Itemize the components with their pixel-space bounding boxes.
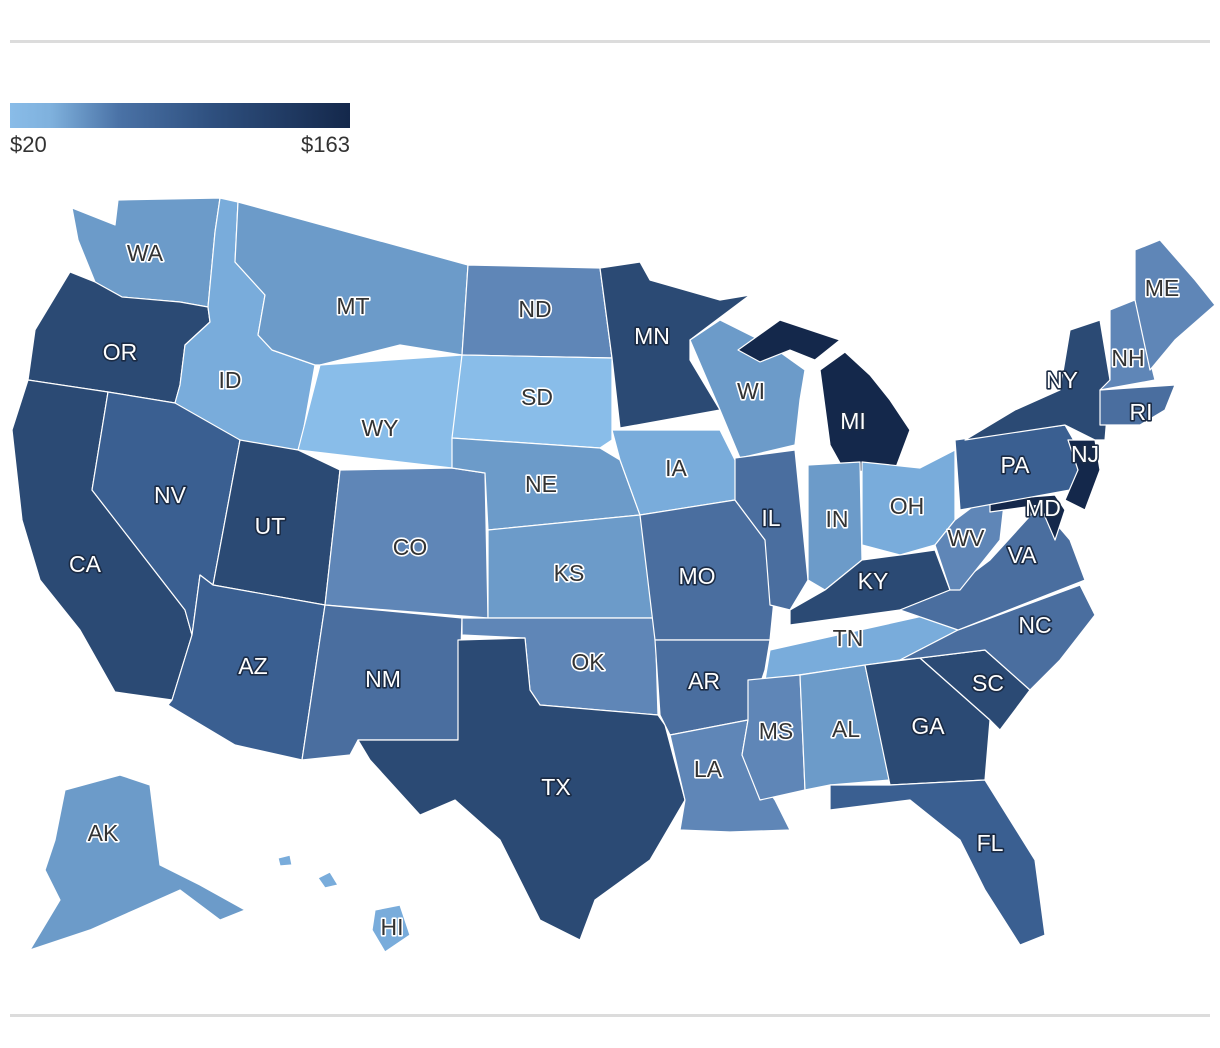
state-ny xyxy=(964,319,1111,441)
state-label-tx: TX xyxy=(541,774,570,800)
state-label-md: MD xyxy=(1025,495,1061,521)
state-label-ut: UT xyxy=(255,513,286,539)
state-label-nm: NM xyxy=(365,666,401,692)
state-label-sc: SC xyxy=(972,670,1004,696)
state-label-mi: MI xyxy=(840,408,866,434)
state-label-mn: MN xyxy=(634,323,670,349)
state-al xyxy=(799,664,891,791)
state-label-in: IN xyxy=(826,506,849,532)
state-ky xyxy=(789,549,951,626)
state-label-al: AL xyxy=(832,716,860,742)
state-label-il: IL xyxy=(761,505,780,531)
color-legend: $20 $163 xyxy=(10,103,350,158)
state-label-nh: NH xyxy=(1111,345,1144,371)
state-label-va: VA xyxy=(1008,542,1038,568)
state-label-mt: MT xyxy=(336,293,369,319)
state-wy xyxy=(297,354,463,469)
state-hi xyxy=(277,854,411,953)
state-label-ks: KS xyxy=(554,560,585,586)
legend-max-label: $163 xyxy=(301,132,350,157)
state-co xyxy=(324,467,489,619)
state-label-hi: HI xyxy=(381,914,404,940)
state-label-ia: IA xyxy=(665,455,687,481)
state-label-id: ID xyxy=(219,367,242,393)
state-label-me: ME xyxy=(1145,275,1180,301)
state-label-co: CO xyxy=(393,534,428,560)
state-fl xyxy=(829,779,1046,946)
state-label-wi: WI xyxy=(737,378,765,404)
state-nh xyxy=(1099,299,1156,391)
state-tx xyxy=(357,637,686,941)
state-il xyxy=(734,449,809,611)
state-mt xyxy=(234,201,469,366)
state-label-nj: NJ xyxy=(1071,441,1099,467)
state-label-ky: KY xyxy=(858,568,889,594)
state-label-wv: WV xyxy=(947,525,985,551)
state-label-nd: ND xyxy=(518,296,551,322)
legend-min-label: $20 xyxy=(10,132,47,157)
state-label-wa: WA xyxy=(127,240,164,266)
state-label-ga: GA xyxy=(911,713,945,739)
legend-gradient-bar xyxy=(10,103,350,128)
top-divider xyxy=(10,40,1210,43)
state-me xyxy=(1134,239,1216,371)
state-ak xyxy=(29,774,246,951)
bottom-divider xyxy=(10,1014,1210,1017)
state-sd xyxy=(451,354,613,449)
state-label-mo: MO xyxy=(678,563,715,589)
state-label-wy: WY xyxy=(361,415,398,441)
state-label-az: AZ xyxy=(238,653,267,679)
state-label-ne: NE xyxy=(525,471,557,497)
state-nc xyxy=(899,584,1096,691)
state-label-fl: FL xyxy=(977,830,1004,856)
state-label-sd: SD xyxy=(521,384,553,410)
state-wv xyxy=(934,494,1006,591)
state-label-oh: OH xyxy=(890,493,925,519)
state-label-pa: PA xyxy=(1001,452,1031,478)
state-label-nv: NV xyxy=(154,482,187,508)
state-label-ny: NY xyxy=(1046,367,1078,393)
state-label-ms: MS xyxy=(759,718,794,744)
state-ri xyxy=(1099,384,1176,426)
state-label-nc: NC xyxy=(1018,612,1051,638)
state-mi xyxy=(737,319,911,473)
state-label-ar: AR xyxy=(688,668,720,694)
state-label-ok: OK xyxy=(571,649,605,675)
state-md xyxy=(989,494,1066,541)
state-label-ca: CA xyxy=(69,551,102,577)
state-label-ak: AK xyxy=(88,820,119,846)
state-label-la: LA xyxy=(694,756,723,782)
state-label-tn: TN xyxy=(833,625,864,651)
state-label-or: OR xyxy=(103,339,138,365)
state-label-ri: RI xyxy=(1130,399,1153,425)
